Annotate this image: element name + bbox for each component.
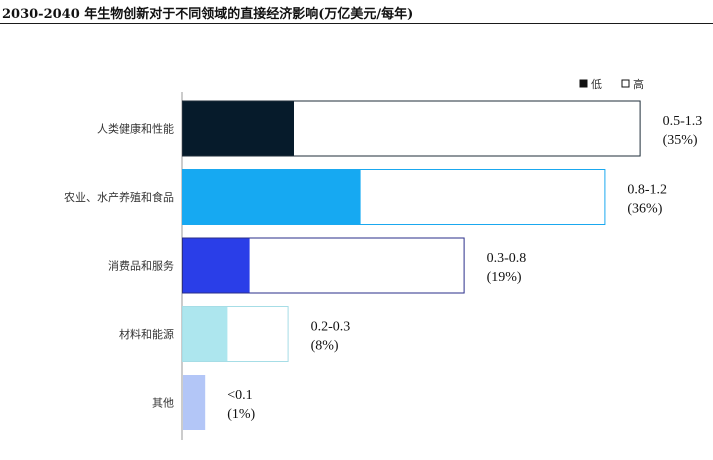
bars-group — [182, 100, 641, 430]
bar-low-2 — [183, 238, 250, 293]
value-range-label-0: 0.5-1.3 — [663, 114, 703, 129]
value-share-label-3: (8%) — [311, 339, 339, 354]
bar-low-1 — [183, 170, 361, 224]
category-label-2: 消费品和服务 — [108, 259, 174, 273]
value-labels: 0.5-1.3 (35%) 0.8-1.2 (36%) 0.3-0.8 (19%) 0.2-… — [227, 114, 702, 422]
value-range-label-3: 0.2-0.3 — [311, 320, 351, 335]
legend-marker-0 — [579, 79, 588, 88]
category-label-3: 材料和能源 — [119, 327, 174, 341]
category-label-4: 其他 — [152, 397, 174, 410]
legend-label-0: 低 — [591, 78, 602, 91]
legend: 低高 — [579, 77, 644, 91]
legend-marker-1 — [621, 79, 630, 88]
bar-low-4 — [183, 375, 206, 430]
value-range-label-4: <0.1 — [227, 388, 252, 403]
value-share-label-0: (35%) — [663, 133, 698, 148]
value-range-label-2: 0.3-0.8 — [487, 251, 527, 266]
category-label-0: 人类健康和性能 — [97, 122, 174, 136]
legend-label-1: 高 — [633, 77, 644, 91]
value-share-label-2: (19%) — [487, 270, 522, 285]
bar-low-0 — [183, 101, 294, 156]
bar-low-3 — [183, 307, 228, 361]
title-bar: 2030-2040 年生物创新对于不同领域的直接经济影响(万亿美元/每年) — [0, 0, 713, 24]
category-label-1: 农业、水产养殖和食品 — [64, 190, 174, 204]
chart-title: 2030-2040 年生物创新对于不同领域的直接经济影响(万亿美元/每年) — [2, 7, 414, 22]
value-range-label-1: 0.8-1.2 — [627, 183, 667, 198]
value-share-label-4: (1%) — [227, 407, 255, 422]
value-share-label-1: (36%) — [627, 202, 662, 217]
